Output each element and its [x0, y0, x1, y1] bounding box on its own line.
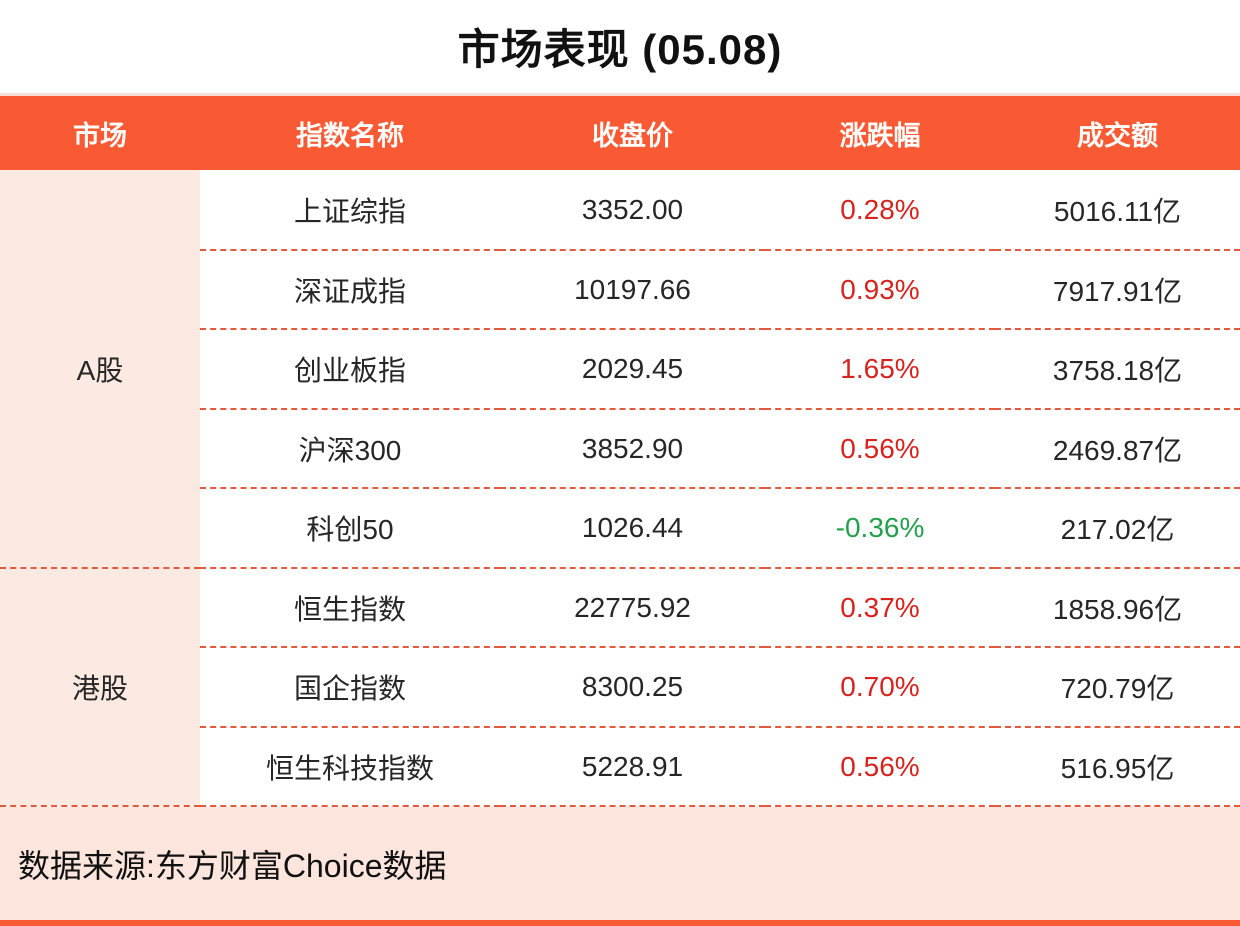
bottom-accent-bar — [0, 920, 1240, 926]
header-market: 市场 — [0, 92, 200, 171]
change-percent: -0.36% — [765, 488, 995, 569]
close-price: 22775.92 — [500, 567, 765, 649]
index-name: 恒生科技指数 — [200, 726, 500, 808]
close-price: 3852.90 — [500, 408, 765, 490]
close-price: 10197.66 — [500, 249, 765, 331]
header-name: 指数名称 — [200, 92, 500, 171]
close-price: 8300.25 — [500, 647, 765, 728]
turnover-value: 217.02亿 — [995, 488, 1240, 569]
turnover-value: 720.79亿 — [995, 647, 1240, 728]
close-price: 5228.91 — [500, 726, 765, 808]
index-name: 创业板指 — [200, 329, 500, 410]
index-name: 恒生指数 — [200, 567, 500, 649]
market-table: 市场 指数名称 收盘价 涨跌幅 成交额 A股 上证综指 3352.00 0.28… — [0, 92, 1240, 808]
index-name: 科创50 — [200, 488, 500, 569]
change-percent: 1.65% — [765, 329, 995, 410]
turnover-value: 5016.11亿 — [995, 170, 1240, 251]
index-name: 上证综指 — [200, 170, 500, 251]
change-percent: 0.28% — [765, 170, 995, 251]
table-row: 创业板指 2029.45 1.65% 3758.18亿 — [0, 329, 1240, 410]
header-turnover: 成交额 — [995, 92, 1240, 171]
table-row: 国企指数 8300.25 0.70% 720.79亿 — [0, 647, 1240, 728]
turnover-value: 7917.91亿 — [995, 249, 1240, 331]
change-percent: 0.93% — [765, 249, 995, 331]
change-percent: 0.37% — [765, 567, 995, 649]
table-row: A股 上证综指 3352.00 0.28% 5016.11亿 — [0, 170, 1240, 569]
turnover-value: 3758.18亿 — [995, 329, 1240, 410]
change-percent: 0.70% — [765, 647, 995, 728]
page-title: 市场表现 (05.08) — [457, 25, 783, 73]
title-bar: 市场表现 (05.08) — [0, 0, 1240, 93]
close-price: 1026.44 — [500, 488, 765, 569]
table-row: 深证成指 10197.66 0.93% 7917.91亿 — [0, 249, 1240, 331]
table-row: 沪深300 3852.90 0.56% 2469.87亿 — [0, 408, 1240, 490]
index-name: 沪深300 — [200, 408, 500, 490]
close-price: 3352.00 — [500, 170, 765, 251]
turnover-value: 2469.87亿 — [995, 408, 1240, 490]
data-source-footer: 数据来源:东方财富Choice数据 — [0, 807, 1240, 921]
change-percent: 0.56% — [765, 408, 995, 490]
index-name: 深证成指 — [200, 249, 500, 331]
index-name: 国企指数 — [200, 647, 500, 728]
change-percent: 0.56% — [765, 726, 995, 808]
market-group-label-hk-shares: 港股 — [0, 567, 200, 808]
data-source-text: 数据来源:东方财富Choice数据 — [18, 847, 447, 884]
header-change: 涨跌幅 — [765, 92, 995, 171]
header-close: 收盘价 — [500, 92, 765, 171]
table-row: 港股 恒生指数 22775.92 0.37% 1858.96亿 — [0, 567, 1240, 808]
turnover-value: 516.95亿 — [995, 726, 1240, 808]
table-header: 市场 指数名称 收盘价 涨跌幅 成交额 — [0, 92, 1240, 171]
market-group-label-a-shares: A股 — [0, 170, 200, 569]
close-price: 2029.45 — [500, 329, 765, 410]
turnover-value: 1858.96亿 — [995, 567, 1240, 649]
table-row: 科创50 1026.44 -0.36% 217.02亿 — [0, 488, 1240, 569]
table-row: 恒生科技指数 5228.91 0.56% 516.95亿 — [0, 726, 1240, 808]
